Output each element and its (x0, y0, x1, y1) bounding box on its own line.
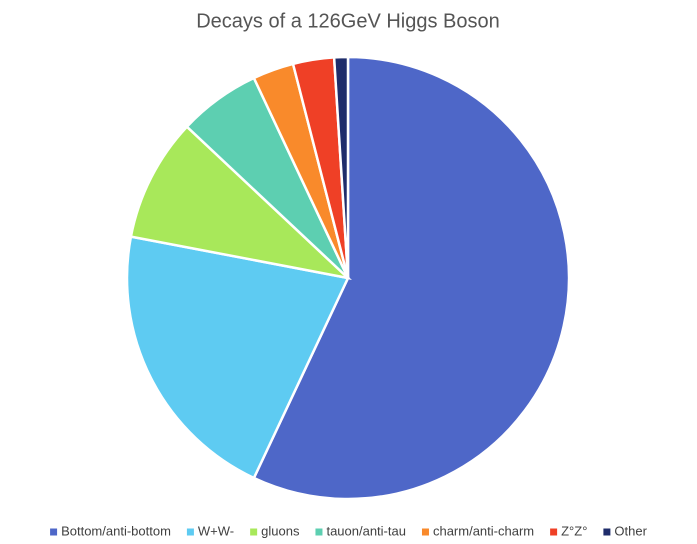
legend-label: Bottom/anti-bottom (61, 523, 171, 538)
legend-marker (550, 528, 558, 536)
legend-label: gluons (261, 523, 300, 538)
legend-marker (50, 528, 58, 536)
pie-slice (332, 55, 350, 279)
legend-label: tauon/anti-tau (326, 523, 406, 538)
legend-marker (315, 528, 323, 536)
legend-marker (186, 528, 194, 536)
legend-label: Z°Z° (561, 523, 587, 538)
legend-label: Other (614, 523, 647, 538)
legend-marker (250, 528, 258, 536)
pie-slice (125, 235, 350, 480)
legend-marker (603, 528, 611, 536)
chart-title: Decays of a 126GeV Higgs Boson (196, 10, 500, 32)
legend-marker (421, 528, 429, 536)
legend-label: W+W- (198, 523, 234, 538)
legend-label: charm/anti-charm (433, 523, 534, 538)
pie-slice (252, 55, 571, 501)
pie-slice (129, 124, 352, 281)
